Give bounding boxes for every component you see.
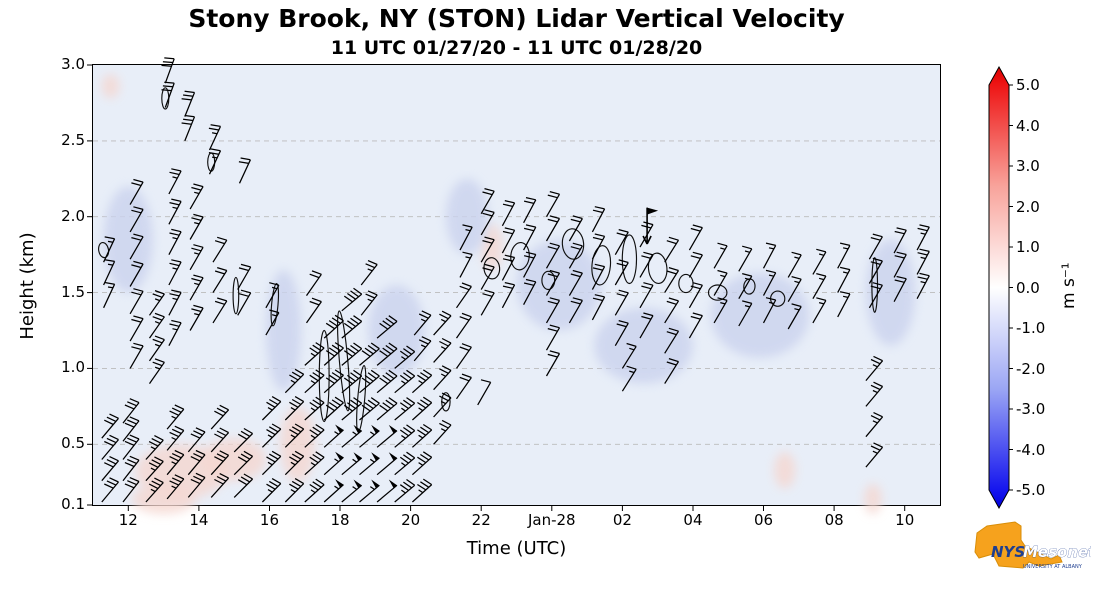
ny-state-shape xyxy=(974,521,1063,569)
y-tick-label: 2.5 xyxy=(61,130,85,149)
velocity-heatmap-plot xyxy=(87,57,940,515)
x-tick-label: 02 xyxy=(612,511,632,529)
chart-subtitle: 11 UTC 01/27/20 - 11 UTC 01/28/20 xyxy=(330,37,703,59)
y-tick-label: 0.5 xyxy=(61,434,85,453)
x-tick-label: 04 xyxy=(683,511,703,529)
colorbar-tick-label: -3.0 xyxy=(1016,400,1046,418)
logo-tagline: UNIVERSITY AT ALBANY xyxy=(1023,564,1083,570)
colorbar-tick-label: 1.0 xyxy=(1016,238,1040,256)
colorbar-tick-label: 5.0 xyxy=(1016,76,1040,94)
y-tick-label: 2.0 xyxy=(61,206,85,225)
logo-text-mesonet: Mesonet xyxy=(1023,543,1091,561)
colorbar-tick-label: -2.0 xyxy=(1016,359,1046,378)
colorbar-tick-label: 3.0 xyxy=(1016,157,1040,175)
x-tick-label: 12 xyxy=(118,511,138,529)
y-tick-label: 3.0 xyxy=(61,55,85,73)
x-tick-label: 14 xyxy=(189,511,209,529)
colorbar-tick-label: -4.0 xyxy=(1016,440,1046,459)
nys-mesonet-logo: NYS Mesonet UNIVERSITY AT ALBANY xyxy=(974,521,1091,570)
y-axis-label: Height (km) xyxy=(17,232,38,340)
x-tick-label: 10 xyxy=(895,511,915,529)
x-tick-label: 08 xyxy=(824,511,844,529)
colorbar-tick-label: 2.0 xyxy=(1016,197,1040,216)
x-tick-label: 18 xyxy=(330,511,350,529)
x-tick-label: 20 xyxy=(401,511,421,529)
y-tick-label: 0.1 xyxy=(61,495,85,513)
x-tick-label: Jan-28 xyxy=(527,511,576,529)
x-tick-label: 06 xyxy=(753,511,774,529)
colorbar-tick-label: 4.0 xyxy=(1016,116,1040,135)
logo-text-nys: NYS xyxy=(991,543,1025,561)
y-tick-label: 1.5 xyxy=(61,282,85,301)
colorbar-tick-label: 0.0 xyxy=(1016,278,1040,297)
colorbar-unit-label: m s⁻¹ xyxy=(1059,262,1079,309)
y-tick-label: 1.0 xyxy=(61,358,85,377)
colorbar-tick-label: -5.0 xyxy=(1016,481,1046,499)
colorbar xyxy=(988,65,1013,510)
plot-area xyxy=(87,57,941,515)
colorbar-tick-label: -1.0 xyxy=(1016,319,1046,337)
chart-title: Stony Brook, NY (STON) Lidar Vertical Ve… xyxy=(188,4,845,33)
x-tick-label: 16 xyxy=(259,511,279,529)
x-tick-label: 22 xyxy=(471,511,491,529)
x-axis-label: Time (UTC) xyxy=(466,538,567,559)
